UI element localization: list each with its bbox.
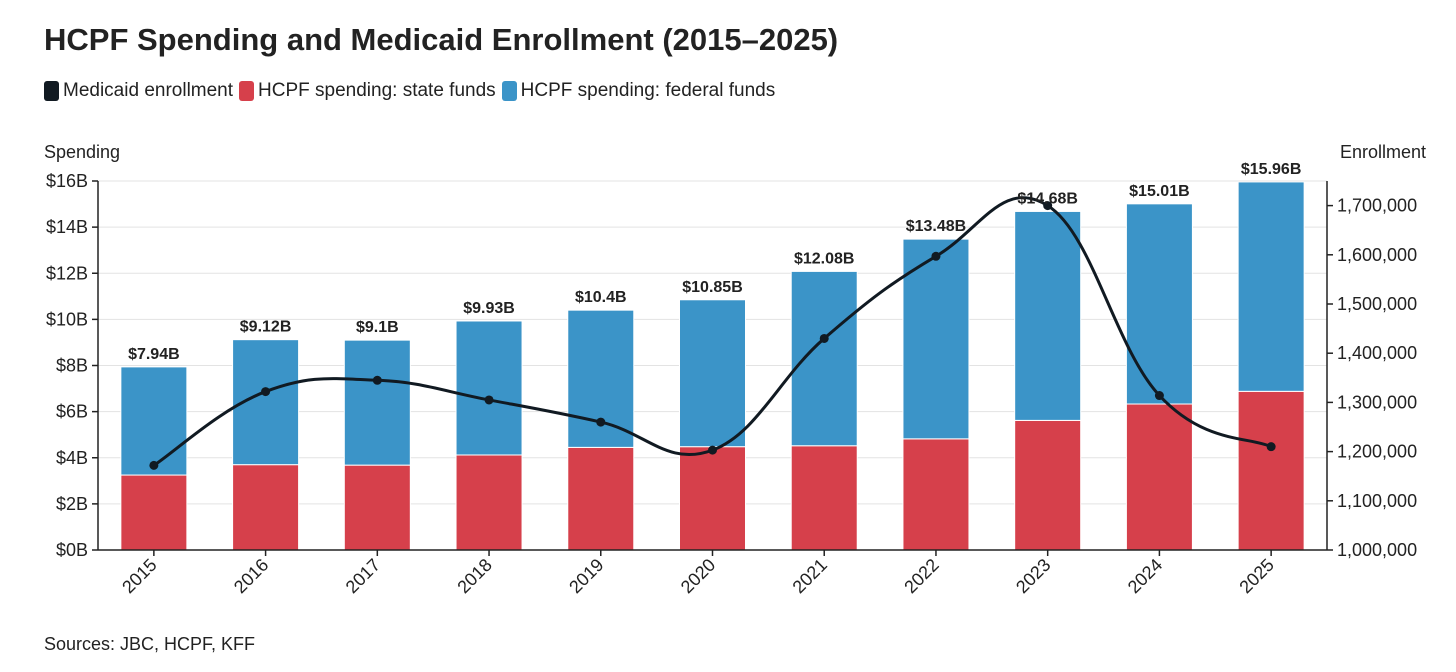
enrollment-line <box>153 196 1272 467</box>
bars <box>120 181 1305 551</box>
bar-total-label: $15.01B <box>1129 183 1190 200</box>
right-axis-tick-label: 1,200,000 <box>1337 442 1417 462</box>
legend-swatch-federal-funds <box>501 81 517 101</box>
x-axis-tick-label: 2018 <box>453 555 495 597</box>
x-axis-tick-label: 2015 <box>118 555 160 597</box>
bar-state-2016 <box>232 464 300 551</box>
right-axis-tick-label: 1,600,000 <box>1337 245 1417 265</box>
enrollment-point-2024 <box>1154 391 1164 401</box>
bar-federal-2020 <box>679 299 746 448</box>
left-axis-tick-label: $12B <box>46 263 88 283</box>
legend-label-federal-funds: HCPF spending: federal funds <box>520 80 776 101</box>
enrollment-point-2016 <box>261 387 271 397</box>
legend-item-enrollment: Medicaid enrollment <box>44 80 233 102</box>
x-axis-tick-label: 2020 <box>677 555 719 597</box>
enrollment-point-2019 <box>596 417 606 427</box>
left-axis-tick-label: $2B <box>56 494 88 514</box>
right-axis-tick-label: 1,300,000 <box>1337 392 1417 412</box>
enrollment-point-2020 <box>708 445 717 455</box>
bar-total-label: $15.96B <box>1241 161 1302 178</box>
bar-state-2025 <box>1237 390 1305 551</box>
bar-federal-2017 <box>343 339 411 466</box>
enrollment-point-2017 <box>372 375 382 385</box>
right-axis-tick-label: 1,700,000 <box>1337 196 1417 216</box>
bar-federal-2015 <box>120 366 188 476</box>
enrollment-point-2022 <box>931 251 941 261</box>
bar-state-2015 <box>120 474 188 551</box>
bar-federal-2024 <box>1125 203 1193 405</box>
x-axis-tick-label: 2016 <box>230 555 272 597</box>
legend-item-state-funds: HCPF spending: state funds <box>239 80 496 102</box>
x-axis-tick-label: 2022 <box>900 555 942 597</box>
left-axis-tick-label: $16B <box>46 171 88 191</box>
chart-legend: Medicaid enrollment HCPF spending: state… <box>44 80 781 102</box>
enrollment-point-2015 <box>149 460 159 470</box>
bar-state-2024 <box>1125 403 1193 551</box>
bar-total-label: $9.93B <box>463 300 515 317</box>
legend-label-state-funds: HCPF spending: state funds <box>258 80 496 101</box>
left-axis-tick-label: $14B <box>46 217 88 237</box>
x-axis-tick-label: 2017 <box>342 555 384 597</box>
right-axis-title: Enrollment <box>1340 142 1426 162</box>
enrollment-line-group <box>149 196 1276 470</box>
bar-total-label: $10.4B <box>575 289 627 306</box>
bar-state-2019 <box>567 446 635 551</box>
bar-total-label: $12.08B <box>794 250 855 267</box>
bar-total-label: $13.48B <box>906 218 967 235</box>
x-axis-tick-label: 2023 <box>1012 555 1054 597</box>
x-axis-tick-label: 2019 <box>565 555 607 597</box>
right-axis-tick-label: 1,100,000 <box>1337 491 1417 511</box>
left-axis-tick-label: $8B <box>56 356 88 376</box>
bar-state-2023 <box>1014 419 1082 551</box>
bar-state-2017 <box>343 464 411 551</box>
legend-swatch-enrollment <box>44 81 59 101</box>
right-axis-tick-label: 1,400,000 <box>1337 343 1417 363</box>
bar-federal-2021 <box>790 270 858 447</box>
bar-federal-2025 <box>1237 181 1305 392</box>
bar-total-labels: $7.94B $9.12B $9.1B $9.93B $10.4B $10.85B $12.… <box>128 161 1301 363</box>
x-axis-tick-label: 2024 <box>1124 555 1166 597</box>
right-axis-tick-label: 1,000,000 <box>1337 540 1417 560</box>
bar-federal-2023 <box>1014 210 1082 421</box>
right-axis-tick-label: 1,500,000 <box>1337 294 1417 314</box>
x-axis-tick-label: 2025 <box>1236 555 1278 597</box>
left-axis-tick-label: $4B <box>56 448 88 468</box>
legend-swatch-state-funds <box>239 81 255 101</box>
bar-total-label: $14.68B <box>1017 190 1078 207</box>
legend-item-federal-funds: HCPF spending: federal funds <box>501 80 776 102</box>
enrollment-point-2023 <box>1043 201 1053 211</box>
bar-total-label: $9.1B <box>356 319 399 336</box>
left-axis-tick-label: $0B <box>56 540 88 560</box>
bar-federal-2022 <box>902 238 970 440</box>
bar-state-2022 <box>902 438 970 551</box>
bar-total-label: $7.94B <box>128 346 180 363</box>
source-note: Sources: JBC, HCPF, KFF <box>44 634 256 654</box>
bar-federal-2019 <box>567 309 635 448</box>
bar-total-label: $9.12B <box>240 319 292 336</box>
left-axis-tick-label: $10B <box>46 309 88 329</box>
left-axis-tick-label: $6B <box>56 402 88 422</box>
legend-label-enrollment: Medicaid enrollment <box>63 80 234 101</box>
x-axis-tick-label: 2021 <box>789 555 831 597</box>
bar-federal-2018 <box>455 320 523 456</box>
enrollment-point-2021 <box>819 333 829 343</box>
bar-total-label: $10.85B <box>682 279 743 296</box>
enrollment-point-2025 <box>1266 442 1276 452</box>
bar-state-2020 <box>679 446 746 551</box>
bar-state-2021 <box>790 445 858 551</box>
bar-state-2018 <box>455 454 523 551</box>
enrollment-point-2018 <box>484 395 494 405</box>
left-axis-title: Spending <box>44 142 120 162</box>
chart-title: HCPF Spending and Medicaid Enrollment (2… <box>44 22 839 57</box>
